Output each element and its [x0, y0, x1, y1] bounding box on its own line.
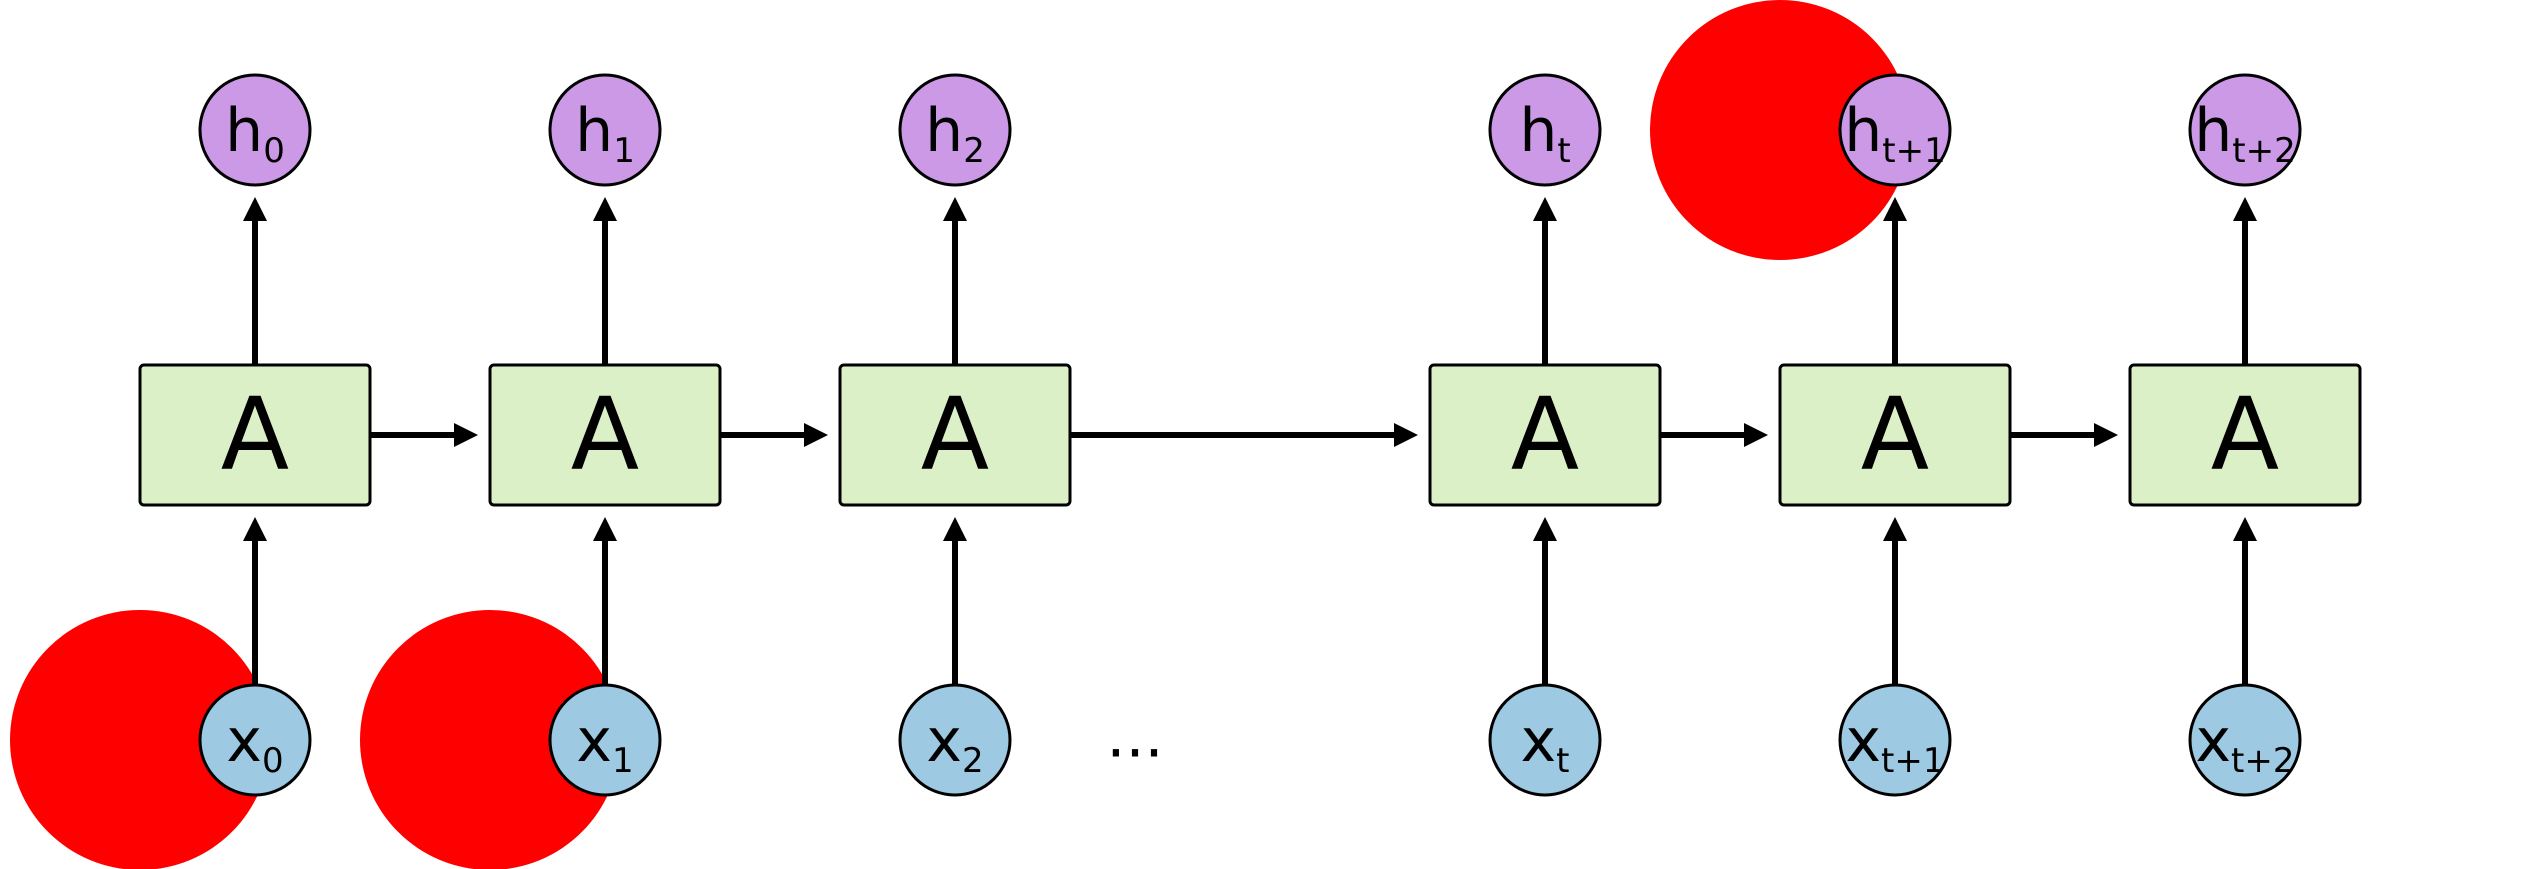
cell-label-5: A — [2211, 375, 2279, 492]
cell-label-2: A — [921, 375, 989, 492]
cell-label-1: A — [571, 375, 639, 492]
cell-label-0: A — [221, 375, 289, 492]
ellipsis: ... — [1106, 702, 1163, 772]
cell-label-3: A — [1511, 375, 1579, 492]
cell-label-4: A — [1861, 375, 1929, 492]
rnn-diagram: AAAAAAh0h1h2htht+1ht+2x0x1x2xtxt+1xt+2..… — [0, 0, 2523, 869]
